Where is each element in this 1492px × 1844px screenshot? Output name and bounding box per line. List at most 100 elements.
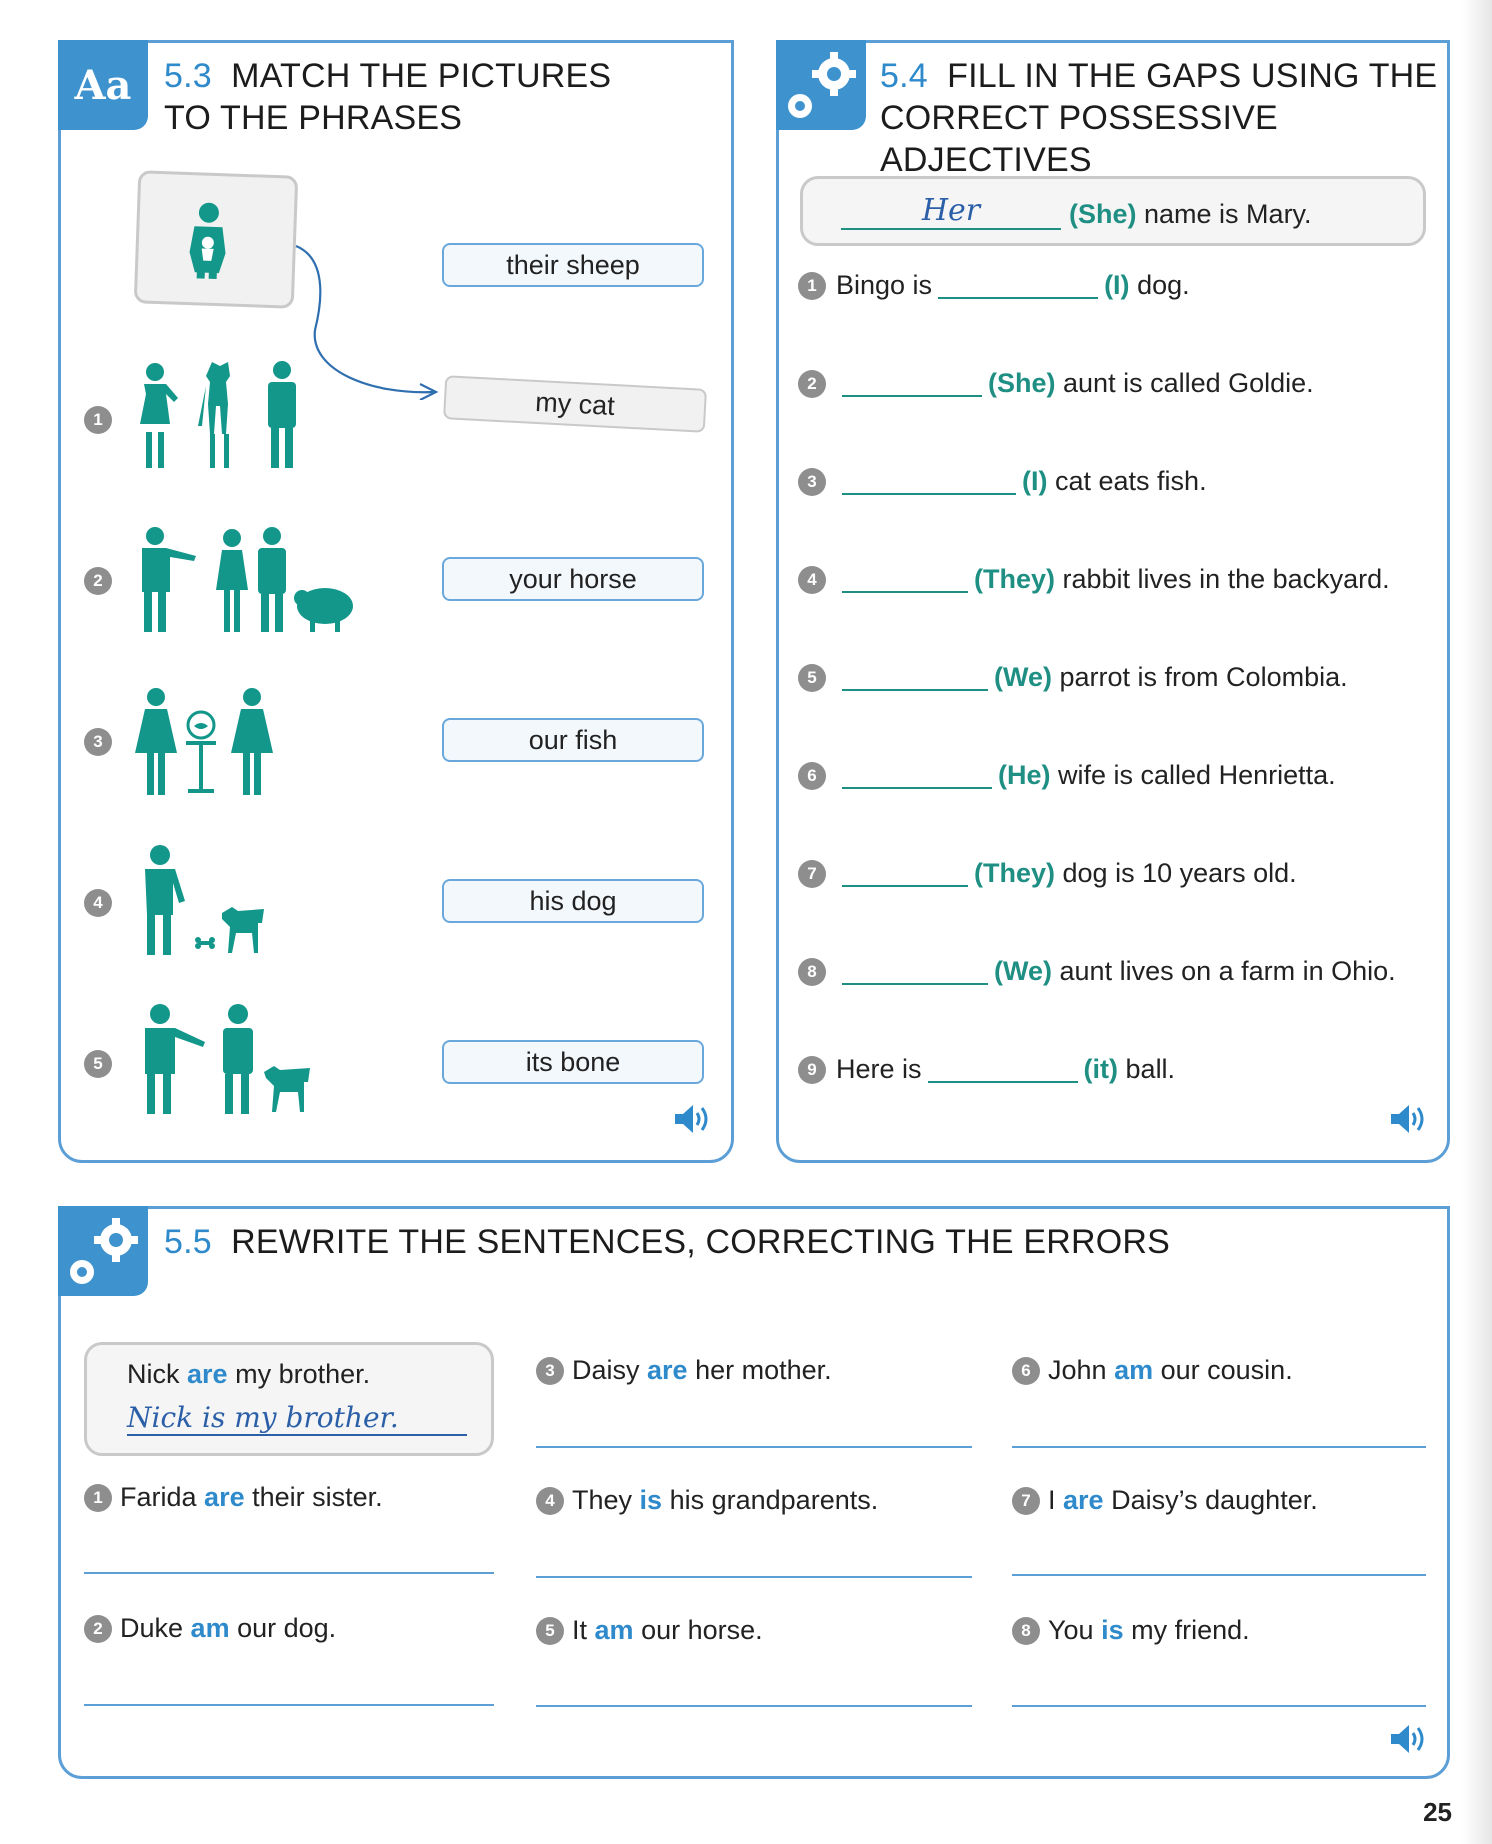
item-subject: Farida bbox=[120, 1482, 197, 1512]
phrase-his-dog[interactable]: his dog bbox=[442, 879, 704, 923]
gap-fill-item-9: 9 Here is (it) ball. bbox=[798, 1054, 1175, 1085]
item-number: 2 bbox=[798, 369, 826, 398]
title-line-1: FILL IN THE GAPS USING THE bbox=[947, 57, 1438, 95]
item-number: 4 bbox=[798, 565, 826, 594]
badge-label: Aa bbox=[74, 61, 132, 109]
answer-gap[interactable] bbox=[927, 1057, 1078, 1083]
item-subject: You bbox=[1048, 1615, 1094, 1645]
example-box-5-5: Nick are my brother. Nick is my brother. bbox=[84, 1342, 494, 1456]
example-rest: name is Mary. bbox=[1144, 199, 1312, 229]
audio-speaker-icon[interactable] bbox=[1389, 1102, 1427, 1136]
item-rest: wife is called Henrietta. bbox=[1058, 760, 1336, 790]
rewrite-item-8: 8 You is my friend. bbox=[1012, 1615, 1250, 1646]
item-verb: am bbox=[1114, 1355, 1154, 1385]
vocabulary-badge-icon: Aa bbox=[58, 40, 148, 130]
panel-top-border bbox=[58, 1206, 1450, 1209]
item-cue: (We) bbox=[994, 956, 1052, 986]
phrase-label: its bone bbox=[525, 1046, 621, 1077]
answer-line[interactable] bbox=[84, 1572, 494, 1574]
answer-gap[interactable] bbox=[938, 273, 1099, 299]
item-verb: are bbox=[647, 1355, 688, 1385]
grammar-gears-badge-icon bbox=[58, 1206, 148, 1296]
answer-gap[interactable] bbox=[842, 861, 968, 887]
item-number: 3 bbox=[536, 1356, 564, 1385]
phrase-our-fish[interactable]: our fish bbox=[442, 718, 704, 762]
gap-fill-item-6: 6 (He) wife is called Henrietta. bbox=[798, 760, 1336, 791]
example-rest: my brother. bbox=[235, 1359, 371, 1389]
item-verb: are bbox=[204, 1482, 245, 1512]
answer-line[interactable] bbox=[536, 1576, 972, 1578]
answer-line[interactable] bbox=[1012, 1705, 1426, 1707]
man-with-dog-icon bbox=[145, 845, 264, 955]
phrase-their-sheep[interactable]: their sheep bbox=[442, 243, 704, 287]
women-with-fishbowl-icon bbox=[135, 688, 273, 795]
audio-speaker-icon[interactable] bbox=[1389, 1722, 1427, 1756]
item-subject: They bbox=[572, 1485, 633, 1515]
item-number: 6 bbox=[798, 761, 826, 790]
item-number: 4 bbox=[84, 889, 112, 917]
rewrite-item-5: 5 It am our horse. bbox=[536, 1615, 763, 1646]
item-number: 3 bbox=[84, 728, 112, 756]
gap-fill-item-5: 5 (We) parrot is from Colombia. bbox=[798, 662, 1348, 693]
answer-line[interactable] bbox=[1012, 1574, 1426, 1576]
item-rest: rabbit lives in the backyard. bbox=[1062, 564, 1390, 594]
answer-gap[interactable] bbox=[842, 567, 968, 593]
example-picture-card bbox=[133, 170, 299, 309]
gap-fill-item-1: 1 Bingo is (I) dog. bbox=[798, 270, 1190, 301]
answer-gap[interactable] bbox=[842, 763, 992, 789]
title-line-1: MATCH THE PICTURES bbox=[231, 57, 612, 95]
item-verb: is bbox=[639, 1485, 663, 1515]
phrase-label: my cat bbox=[534, 386, 616, 421]
item-cue: (I) bbox=[1104, 270, 1130, 300]
title-line-2: TO THE PHRASES bbox=[164, 99, 463, 137]
item-rest: dog. bbox=[1137, 270, 1190, 300]
item-subject: Daisy bbox=[572, 1355, 640, 1385]
item-cue: (They) bbox=[974, 564, 1055, 594]
item-verb: am bbox=[190, 1613, 230, 1643]
gap-fill-item-7: 7 (They) dog is 10 years old. bbox=[798, 858, 1297, 889]
item-rest: cat eats fish. bbox=[1055, 466, 1207, 496]
section-number: 5.5 bbox=[164, 1223, 212, 1261]
phrase-label: their sheep bbox=[506, 249, 640, 280]
section-title-5-4: 5.4 FILL IN THE GAPS USING THE CORRECT P… bbox=[880, 55, 1447, 181]
item-subject: John bbox=[1048, 1355, 1107, 1385]
gap-fill-item-2: 2 (She) aunt is called Goldie. bbox=[798, 368, 1314, 399]
item-subject: I bbox=[1048, 1485, 1056, 1515]
item-prefix: Here is bbox=[836, 1054, 922, 1084]
item-number: 2 bbox=[84, 1614, 112, 1643]
audio-speaker-icon[interactable] bbox=[673, 1102, 711, 1136]
gap-fill-item-4: 4 (They) rabbit lives in the backyard. bbox=[798, 564, 1390, 595]
page-number: 25 bbox=[1423, 1797, 1452, 1827]
item-cue: (We) bbox=[994, 662, 1052, 692]
item-number: 1 bbox=[84, 1483, 112, 1512]
item-verb: are bbox=[1063, 1485, 1104, 1515]
example-subject: Nick bbox=[127, 1359, 180, 1389]
answer-line[interactable] bbox=[536, 1446, 972, 1448]
item-verb: am bbox=[594, 1615, 634, 1645]
item-number: 7 bbox=[798, 859, 826, 888]
item-number: 5 bbox=[798, 663, 826, 692]
item-number: 6 bbox=[1012, 1356, 1040, 1385]
answer-line[interactable] bbox=[1012, 1446, 1426, 1448]
gap-fill-item-3: 3 (I) cat eats fish. bbox=[798, 466, 1207, 497]
answer-gap[interactable] bbox=[842, 371, 982, 397]
page-edge-shadow bbox=[1462, 0, 1492, 1844]
item-number: 3 bbox=[798, 467, 826, 496]
item-cue: (They) bbox=[974, 858, 1055, 888]
answer-line[interactable] bbox=[536, 1705, 972, 1707]
answer-gap[interactable] bbox=[842, 469, 1016, 495]
item-number: 2 bbox=[84, 567, 112, 595]
answer-gap[interactable] bbox=[842, 959, 988, 985]
answer-gap[interactable] bbox=[842, 665, 988, 691]
title: REWRITE THE SENTENCES, CORRECTING THE ER… bbox=[231, 1223, 1171, 1261]
item-number: 5 bbox=[84, 1050, 112, 1078]
item-rest: aunt is called Goldie. bbox=[1063, 368, 1314, 398]
phrase-its-bone[interactable]: its bone bbox=[442, 1040, 704, 1084]
item-prefix: Bingo is bbox=[836, 270, 933, 300]
answer-line[interactable] bbox=[84, 1704, 494, 1706]
item-rest: our horse. bbox=[641, 1615, 763, 1645]
section-title-5-5: 5.5 REWRITE THE SENTENCES, CORRECTING TH… bbox=[164, 1221, 1170, 1263]
item-rest: parrot is from Colombia. bbox=[1059, 662, 1348, 692]
phrase-your-horse[interactable]: your horse bbox=[442, 557, 704, 601]
rewrite-item-6: 6 John am our cousin. bbox=[1012, 1355, 1293, 1386]
